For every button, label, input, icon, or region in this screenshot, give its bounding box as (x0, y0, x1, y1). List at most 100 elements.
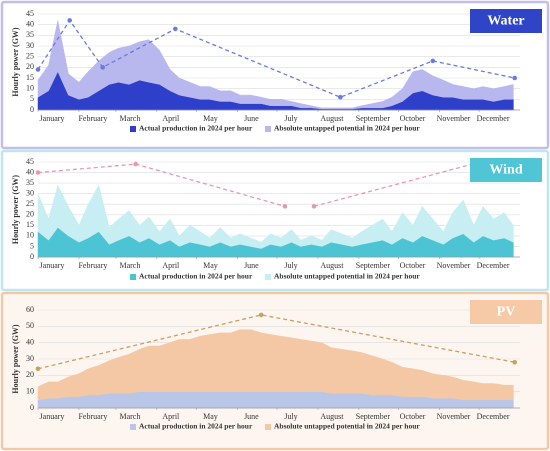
x-tick-label: February (78, 261, 107, 270)
peak-marker (100, 65, 106, 70)
peak-marker (311, 204, 317, 209)
y-tick-label: 10 (26, 231, 34, 240)
x-tick-label: February (78, 412, 107, 421)
y-tick-label: 20 (26, 62, 34, 71)
x-tick-label: January (40, 261, 65, 270)
panel-title: Water (487, 14, 524, 29)
y-tick-label: 15 (26, 73, 34, 82)
x-tick-label: May (203, 114, 218, 123)
legend-label: Absolute untapped potential in 2024 per … (274, 272, 420, 281)
area (37, 20, 514, 110)
x-tick-label: December (477, 261, 510, 270)
y-tick-label: 5 (30, 94, 34, 103)
peak-marker (512, 359, 518, 365)
x-tick-label: December (477, 412, 510, 421)
x-tick-label: April (162, 114, 180, 123)
y-tick-label: 0 (30, 403, 34, 412)
panel: 0 10 20 30 40 50 60 January February March April Ma… (0, 291, 550, 451)
peak-marker (258, 312, 264, 318)
x-tick-label: November (437, 412, 471, 421)
peak-line (313, 163, 473, 207)
x-tick-label: January (40, 412, 65, 421)
x-tick-label: January (40, 114, 65, 123)
x-tick-label: March (119, 261, 140, 270)
x-tick-label: July (284, 114, 297, 123)
area (37, 329, 514, 401)
title-box (470, 158, 542, 182)
y-tick-label: 35 (26, 30, 34, 39)
y-tick-label: 20 (26, 210, 34, 219)
x-tick-label: August (320, 114, 344, 123)
legend-swatch (265, 126, 271, 132)
title-box (470, 300, 542, 324)
y-tick-label: 10 (26, 83, 34, 92)
y-tick-label: 20 (26, 370, 34, 379)
y-tick-label: 25 (26, 199, 34, 208)
peak-marker (67, 18, 72, 23)
area (37, 184, 514, 249)
peak-line (37, 314, 515, 370)
y-axis-label: Hourly power (GW) (11, 324, 20, 394)
y-tick-label: 30 (26, 354, 34, 363)
y-tick-label: 30 (26, 41, 34, 50)
panel-title: PV (497, 305, 516, 320)
peak-marker (35, 366, 41, 372)
y-tick-label: 25 (26, 51, 34, 60)
title-box (470, 9, 542, 33)
y-tick-label: 35 (26, 178, 34, 187)
legend-label: Actual production in 2024 per hour (139, 422, 253, 431)
legend-label: Actual production in 2024 per hour (139, 272, 253, 281)
panel-title: Wind (489, 163, 522, 178)
peak-marker (430, 58, 436, 64)
x-tick-label: December (477, 114, 510, 123)
y-tick-label: 0 (30, 105, 34, 114)
y-tick-label: 5 (30, 241, 34, 250)
x-tick-label: July (284, 261, 297, 270)
y-tick-label: 60 (26, 305, 34, 314)
legend-swatch (130, 126, 136, 132)
x-tick-label: October (400, 261, 426, 270)
x-tick-label: September (356, 114, 391, 123)
y-tick-label: 40 (26, 19, 34, 28)
x-tick-label: November (437, 261, 471, 270)
x-tick-label: October (400, 114, 426, 123)
legend-swatch (130, 424, 136, 430)
peak-marker (133, 161, 139, 167)
x-tick-label: October (400, 412, 426, 421)
x-tick-label: May (203, 261, 218, 270)
y-tick-label: 50 (26, 321, 34, 330)
peak-marker (35, 67, 41, 72)
x-tick-label: March (119, 114, 140, 123)
y-axis-label: Hourly power (GW) (11, 175, 20, 245)
peak-marker (173, 26, 178, 32)
y-axis-label: Hourly power (GW) (11, 27, 20, 97)
x-tick-label: April (162, 412, 180, 421)
legend-swatch (265, 274, 271, 280)
x-tick-label: March (119, 412, 140, 421)
y-tick-label: 45 (26, 157, 34, 166)
legend-label: Absolute untapped potential in 2024 per … (274, 422, 420, 431)
peak-marker (282, 204, 288, 209)
y-tick-label: 0 (30, 252, 34, 261)
panel-frame (0, 0, 550, 150)
x-tick-label: August (320, 261, 344, 270)
legend-swatch (265, 424, 271, 430)
y-tick-label: 10 (26, 386, 34, 395)
peak-marker (35, 170, 41, 175)
x-tick-label: June (244, 261, 259, 270)
x-tick-label: February (78, 114, 107, 123)
x-tick-label: August (320, 412, 344, 421)
x-tick-label: June (244, 114, 259, 123)
peak-marker (512, 75, 518, 81)
x-tick-label: June (244, 412, 259, 421)
x-tick-label: July (284, 412, 297, 421)
x-tick-label: November (437, 114, 471, 123)
x-tick-label: April (162, 261, 180, 270)
x-tick-label: May (203, 412, 218, 421)
x-tick-label: September (356, 261, 391, 270)
y-tick-label: 40 (26, 337, 34, 346)
y-tick-label: 30 (26, 188, 34, 197)
legend-label: Absolute untapped potential in 2024 per … (274, 124, 420, 133)
legend-label: Actual production in 2024 per hour (139, 124, 253, 133)
